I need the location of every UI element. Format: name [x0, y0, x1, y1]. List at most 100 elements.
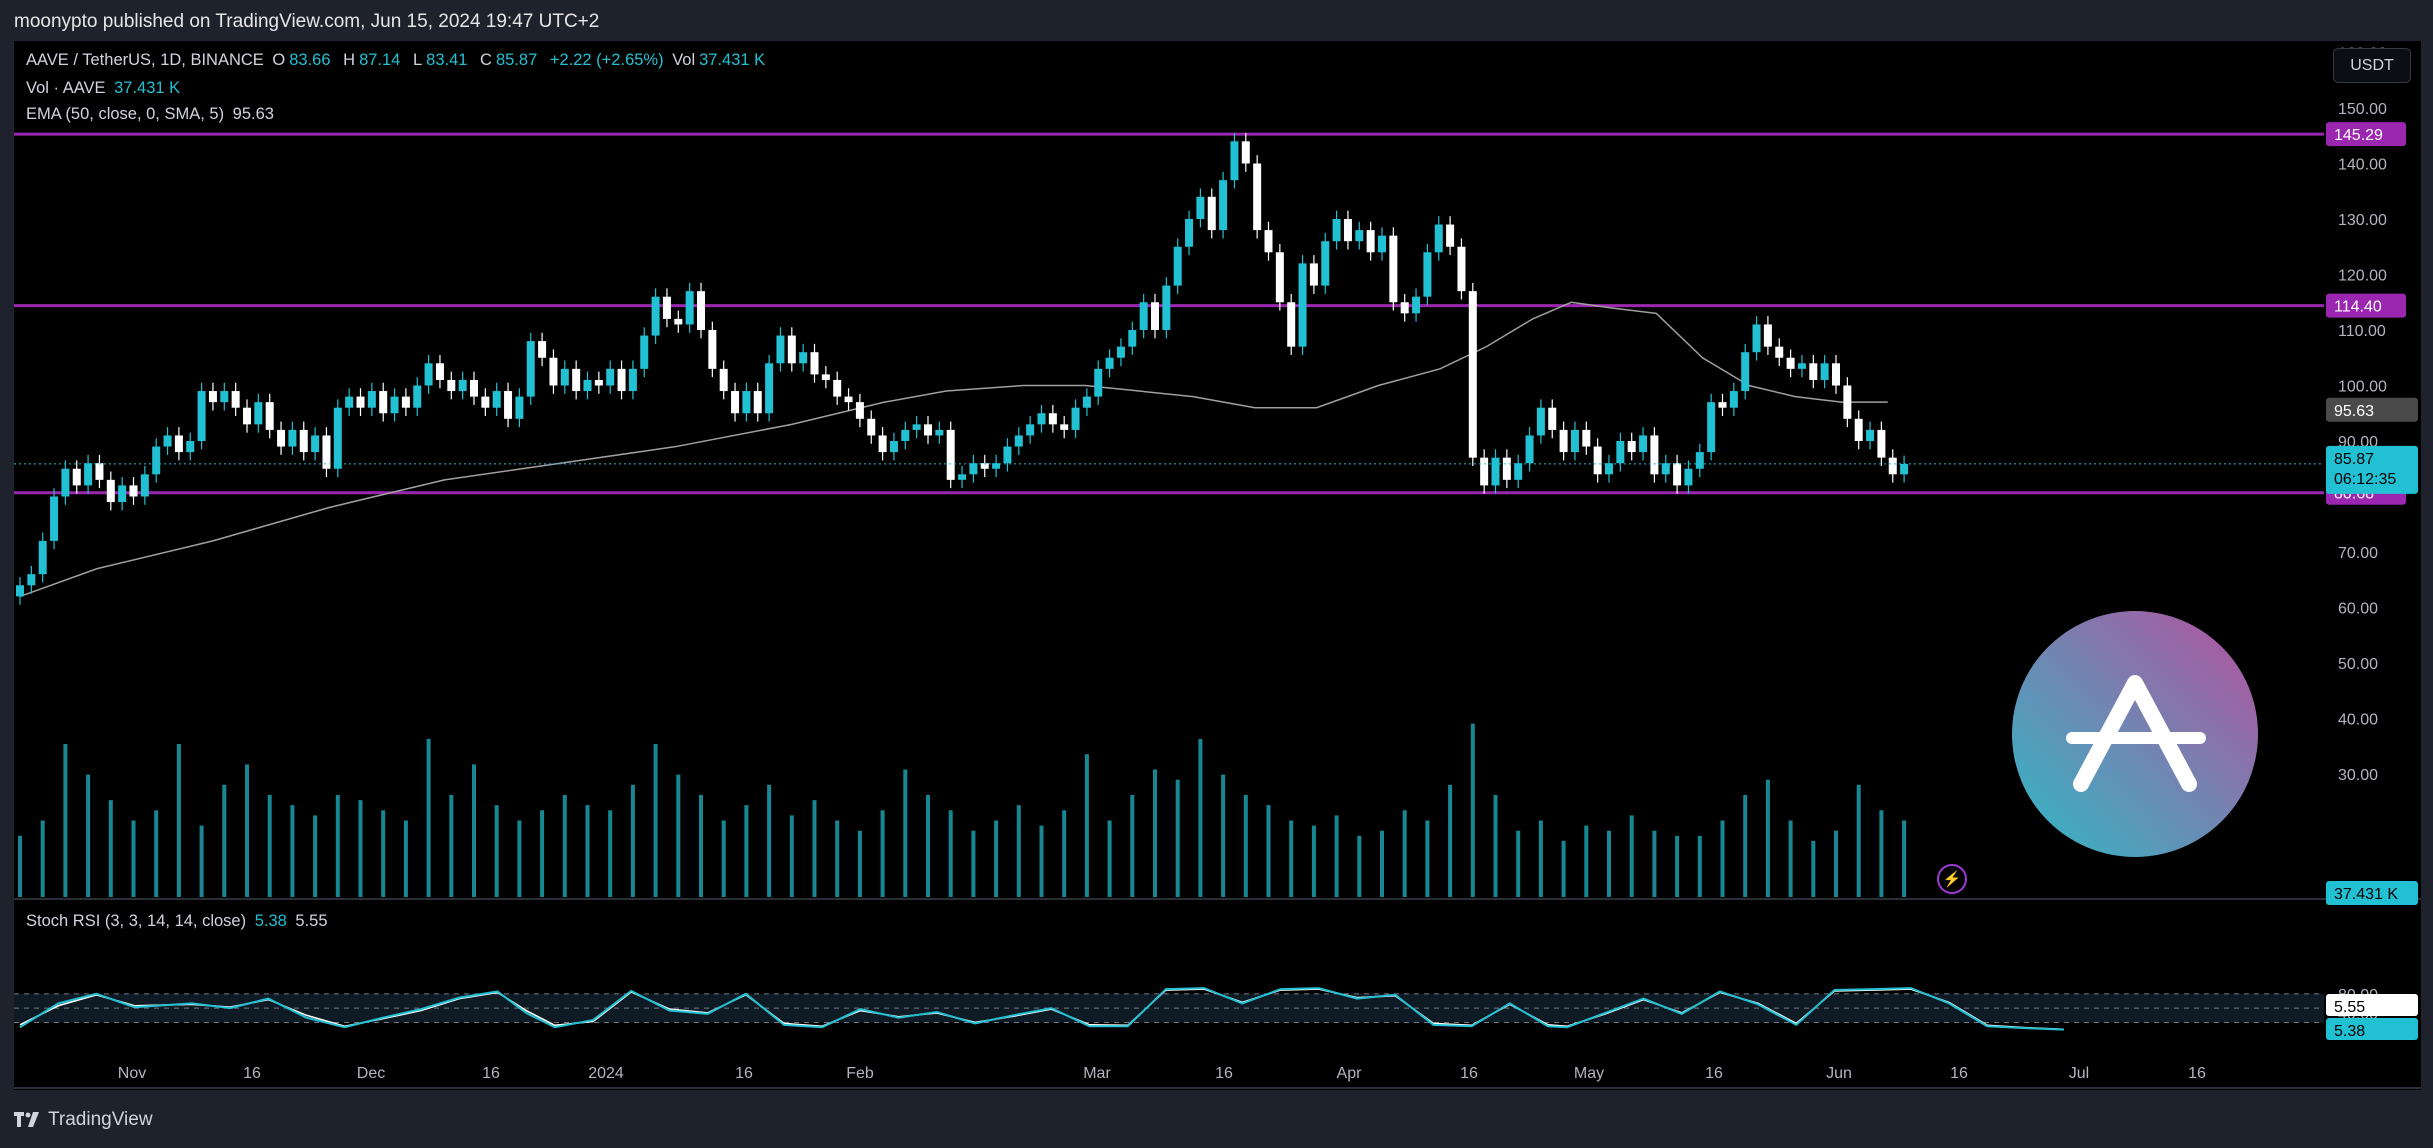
candle-body — [401, 396, 410, 408]
volume-bar — [835, 820, 840, 897]
candle-body — [1457, 246, 1466, 292]
footer-brand[interactable]: TradingView — [14, 1108, 153, 1132]
candle-body — [969, 463, 978, 475]
candle-body — [1468, 291, 1477, 458]
candle-body — [912, 424, 921, 430]
candle-body — [776, 335, 785, 364]
candle-body — [379, 391, 388, 414]
stoch-legend: Stoch RSI (3, 3, 14, 14, close) 5.38 5.5… — [26, 912, 328, 930]
stoch-k-badge — [2326, 1018, 2418, 1040]
tradingview-logo-icon — [14, 1112, 39, 1127]
volume-bar — [1130, 795, 1135, 897]
legend-vol: 37.431 K — [699, 51, 766, 69]
volume-bar — [358, 800, 363, 897]
volume-bar — [1765, 779, 1770, 897]
price-chart[interactable]: 30.0040.0050.0060.0070.0080.0090.00100.0… — [14, 41, 2421, 1090]
candle-body — [1332, 219, 1341, 242]
volume-bar — [1448, 784, 1453, 897]
ema-line — [19, 301, 1888, 598]
candle-body — [1060, 424, 1069, 430]
volume-bar — [472, 764, 476, 897]
volume-bar — [1175, 779, 1180, 897]
candle-body — [1536, 407, 1545, 436]
volume-bar — [653, 744, 658, 897]
time-tick-label: 16 — [1460, 1065, 1478, 1082]
volume-bar — [1811, 840, 1816, 897]
volume-bar — [721, 820, 726, 897]
price-tick-label: 100.00 — [2338, 379, 2387, 396]
candle-body — [1116, 346, 1125, 358]
candle-body — [810, 352, 819, 375]
time-tick-label: Nov — [118, 1065, 146, 1082]
volume-bar — [1856, 784, 1861, 897]
candle-body — [1809, 363, 1818, 380]
candle-body — [992, 463, 1001, 469]
candle-body — [424, 363, 433, 386]
ema-badge-label: 95.63 — [2334, 403, 2374, 420]
candle-body — [1400, 302, 1409, 314]
candle-body — [186, 441, 195, 453]
volume-bar — [1607, 830, 1611, 897]
candle-body — [106, 479, 115, 503]
volume-bar — [1289, 820, 1294, 897]
candle-body — [481, 396, 490, 408]
candle-body — [515, 396, 524, 419]
volume-bar — [1470, 723, 1475, 897]
candle-body — [1037, 413, 1046, 425]
candle-body — [1253, 163, 1262, 231]
candle-body — [1763, 324, 1772, 347]
candle-body — [435, 363, 444, 380]
chart-frame[interactable]: 30.0040.0050.0060.0070.0080.0090.00100.0… — [14, 41, 2421, 1090]
price-tick-label: 30.00 — [2338, 767, 2378, 784]
legend-symbol: AAVE / TetherUS, 1D, BINANCE — [26, 51, 264, 69]
candle-body — [1014, 435, 1023, 447]
candle-body — [1673, 463, 1682, 486]
volume-bar — [1221, 774, 1226, 897]
candle-body — [1548, 407, 1557, 430]
candle-body — [1094, 368, 1103, 397]
candle-body — [1695, 452, 1704, 469]
volume-bar — [313, 815, 318, 897]
volume-bar — [1834, 830, 1838, 897]
candle-body — [277, 429, 286, 447]
currency-button[interactable]: USDT — [2333, 48, 2411, 83]
volume-bar — [676, 774, 681, 897]
volume-bar — [86, 774, 91, 897]
volume-bar — [857, 830, 862, 897]
volume-bar — [630, 784, 635, 897]
legend-open: 83.66 — [289, 51, 331, 69]
last-price-badge — [2326, 445, 2418, 494]
candle-body — [594, 379, 603, 386]
candle-body — [1275, 252, 1284, 303]
volume-bar — [245, 764, 249, 897]
candle-body — [1173, 246, 1182, 286]
candle-body — [265, 402, 274, 430]
volume-bar — [63, 744, 68, 897]
candle-body — [345, 396, 354, 408]
symbol-legend: AAVE / TetherUS, 1D, BINANCE O 83.66 H 87.… — [26, 51, 766, 69]
stoch-d-badge-label: 5.55 — [2334, 999, 2365, 1016]
volume-bar — [154, 810, 159, 897]
volume-bar — [222, 784, 227, 897]
candle-body — [1741, 352, 1750, 392]
candle-body — [765, 363, 774, 414]
candle-body — [1185, 219, 1194, 247]
candle-body — [889, 441, 898, 453]
lightning-icon[interactable]: ⚡ — [1937, 864, 1967, 894]
candle-body — [572, 368, 581, 392]
legend-close: 85.87 — [495, 51, 538, 69]
volume-bar — [1652, 830, 1657, 897]
volume-bar — [494, 805, 499, 897]
stoch-d-value: 5.55 — [295, 912, 328, 930]
candle-body — [1241, 141, 1250, 164]
candle-body — [708, 330, 717, 369]
candle-body — [1196, 196, 1205, 219]
candle-body — [1446, 224, 1455, 247]
volume-bar — [18, 835, 22, 897]
candle-body — [458, 379, 467, 392]
candle-body — [1888, 457, 1897, 475]
candle-body — [333, 407, 342, 469]
volume-bar — [880, 810, 885, 897]
candle-body — [322, 435, 331, 469]
candle-body — [662, 296, 671, 319]
